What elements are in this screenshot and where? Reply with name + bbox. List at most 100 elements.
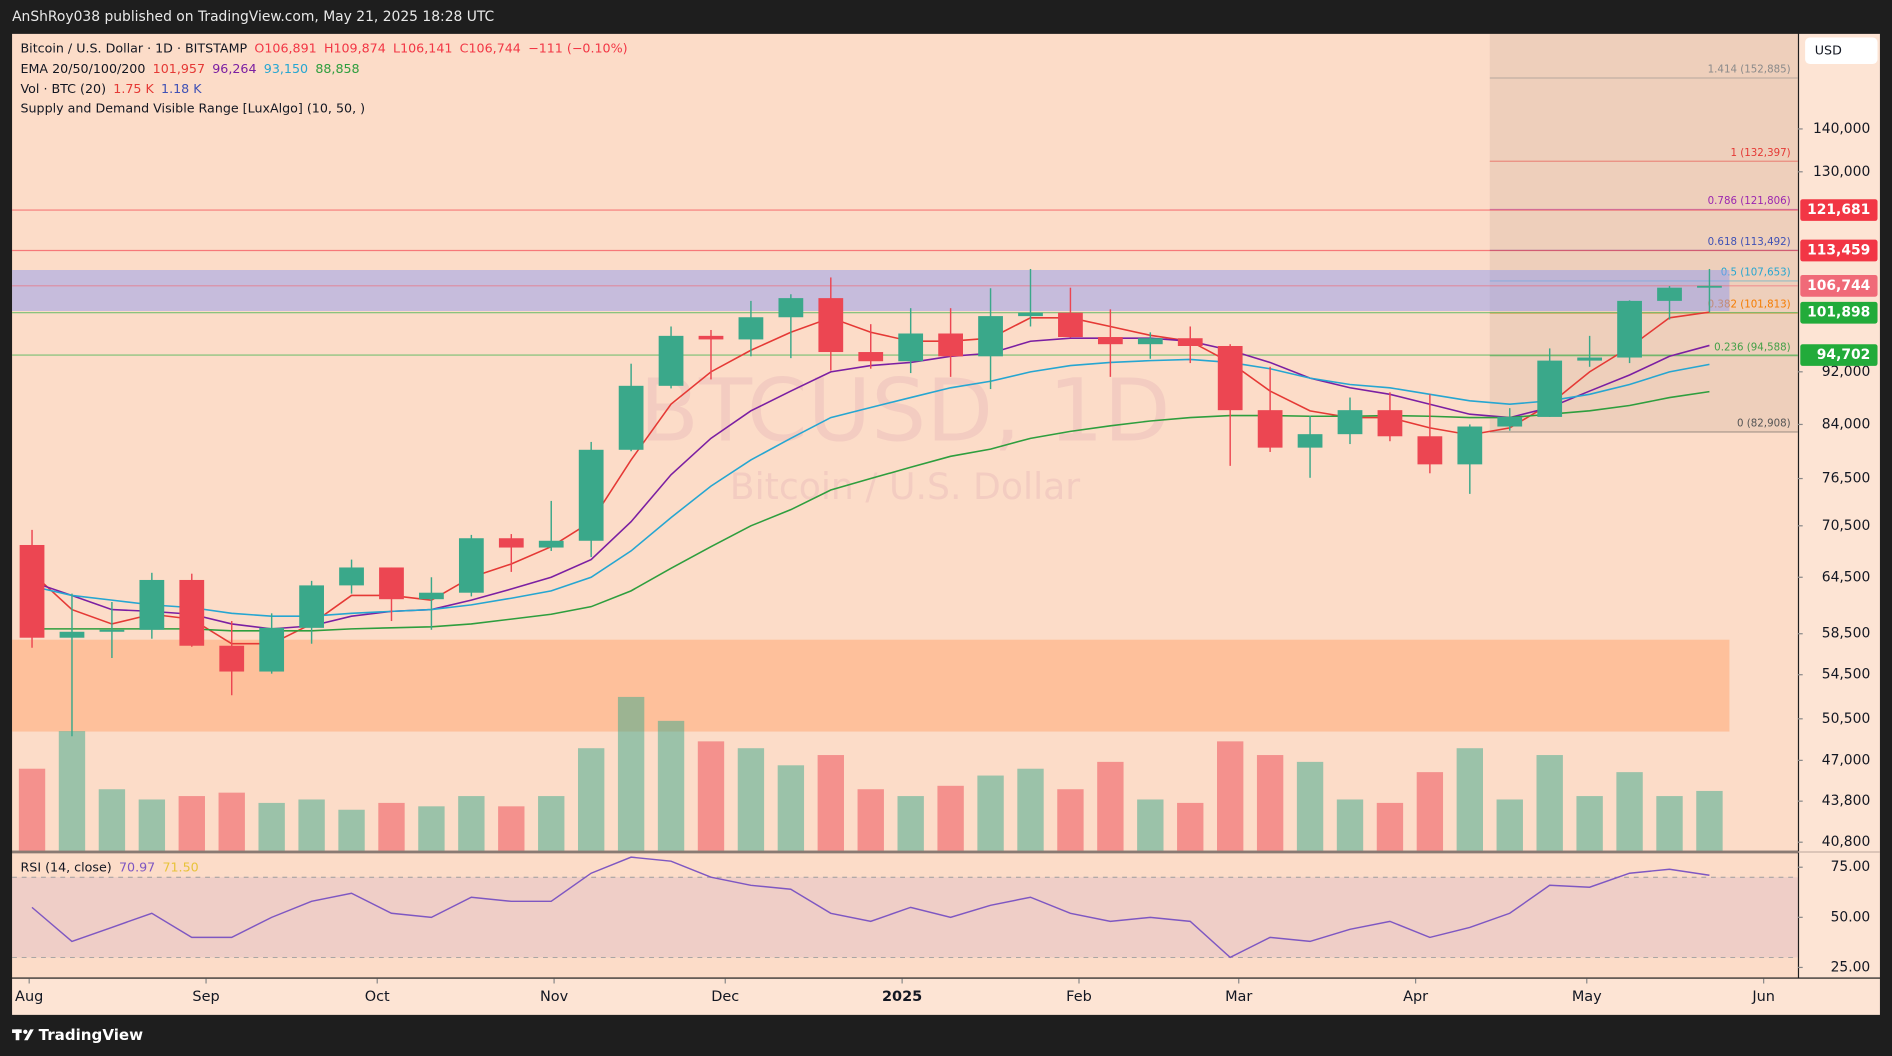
- volume-bar: [737, 748, 765, 851]
- rsi-band: [12, 877, 1798, 958]
- x-tick-label: Dec: [711, 989, 739, 1005]
- volume-bar: [777, 765, 805, 851]
- fib-label: 0.618 (113,492): [1708, 236, 1791, 248]
- candle-body: [59, 631, 85, 638]
- legend-item: −111 (−0.10%): [528, 40, 627, 55]
- zone: [12, 270, 1730, 311]
- candle-body: [1457, 426, 1483, 465]
- x-tick-label: Apr: [1403, 989, 1428, 1005]
- volume-bar: [577, 748, 605, 851]
- volume-bar: [218, 792, 245, 851]
- candle-body: [1337, 410, 1363, 435]
- volume-bar: [1416, 772, 1444, 851]
- candle-body: [618, 385, 644, 450]
- top-bar-text: AnShRoy038 published on TradingView.com,…: [12, 9, 494, 25]
- volume-bar: [1376, 802, 1404, 851]
- legend-item: L106,141: [393, 40, 452, 55]
- price-tag-label: 101,898: [1807, 305, 1870, 321]
- volume-bar: [1256, 755, 1284, 851]
- candle-body: [458, 538, 484, 593]
- candle-body: [1657, 287, 1682, 301]
- y-tick-label: 54,500: [1822, 667, 1871, 683]
- volume-bar: [338, 809, 365, 851]
- y-tick-label: 47,000: [1822, 752, 1871, 768]
- fib-label: 0 (82,908): [1737, 418, 1791, 430]
- candle-body: [1137, 338, 1163, 345]
- fib-label: 0.786 (121,806): [1708, 195, 1791, 207]
- candle-body: [1617, 300, 1642, 358]
- volume-bar: [1217, 741, 1244, 851]
- currency-button-label[interactable]: USD: [1815, 42, 1842, 57]
- volume-bar: [1017, 768, 1044, 851]
- currency-button[interactable]: [1805, 37, 1878, 65]
- fib-label: 0.236 (94,588): [1714, 341, 1790, 353]
- volume-bar: [937, 785, 964, 851]
- volume-bar: [98, 789, 126, 851]
- candle-body: [19, 544, 45, 638]
- candle-body: [698, 335, 724, 340]
- legend-item: 1.75 K: [113, 80, 154, 95]
- price-axis: [1799, 33, 1880, 978]
- candle-body: [1377, 410, 1403, 437]
- legend-item: 88,858: [315, 60, 359, 75]
- price-tag: [1800, 344, 1878, 366]
- x-tick-label: Sep: [192, 989, 219, 1005]
- candle-body: [139, 579, 165, 630]
- y-tick-label: 140,000: [1813, 121, 1870, 137]
- price-tag: [1800, 301, 1878, 324]
- candle-body: [1697, 285, 1722, 288]
- volume-bar: [1296, 761, 1324, 851]
- volume-bar: [538, 796, 565, 851]
- volume-bar: [1137, 799, 1164, 851]
- legend-item: Vol · BTC (20): [21, 80, 107, 95]
- volume-bar: [378, 802, 405, 851]
- volume-bar: [18, 768, 46, 851]
- footer-logo: TradingView: [39, 1026, 144, 1044]
- x-tick-label: May: [1572, 989, 1602, 1005]
- candle-body: [898, 333, 924, 362]
- price-tag-label: 113,459: [1807, 243, 1870, 259]
- watermark: BTCUSD, 1D: [639, 360, 1170, 461]
- x-tick-label: Aug: [15, 989, 43, 1005]
- volume-bar: [817, 755, 844, 851]
- rsi-y-tick-label: 50.00: [1831, 909, 1871, 925]
- volume-bar: [1336, 799, 1364, 851]
- zone: [12, 639, 1730, 732]
- x-tick-label: Mar: [1225, 989, 1252, 1005]
- legend-line: EMA 20/50/100/200 101,957 96,264 93,150 88,8…: [21, 60, 360, 75]
- price-tag: [1800, 199, 1878, 221]
- legend-item: Supply and Demand Visible Range [LuxAlgo…: [21, 100, 366, 115]
- candle-body: [339, 567, 364, 586]
- candle-body: [99, 629, 125, 632]
- candle-body: [1058, 312, 1083, 338]
- volume-bar: [617, 696, 645, 851]
- watermark: Bitcoin / U.S. Dollar: [730, 465, 1081, 508]
- legend-item: C106,744: [460, 40, 521, 55]
- candle-body: [1417, 436, 1443, 465]
- candle-body: [778, 298, 804, 318]
- candle-body: [419, 592, 444, 600]
- candle-body: [379, 567, 404, 600]
- candle-body: [578, 449, 604, 541]
- time-axis: [12, 978, 1880, 1015]
- x-tick-label: 2025: [882, 989, 922, 1005]
- volume-bar: [298, 799, 325, 851]
- candle-body: [1297, 434, 1323, 448]
- candle-body: [219, 645, 245, 672]
- x-tick-label: Nov: [540, 989, 569, 1005]
- candle-body: [259, 627, 285, 672]
- footer-logo-icon: [12, 1029, 34, 1041]
- volume-bar: [258, 802, 285, 851]
- y-tick-label: 43,800: [1822, 793, 1871, 809]
- y-tick-label: 76,500: [1822, 471, 1871, 487]
- legend-line: Bitcoin / U.S. Dollar · 1D · BITSTAMP O10…: [21, 40, 628, 55]
- volume-bar: [1616, 772, 1643, 851]
- legend-item: 1.18 K: [161, 80, 202, 95]
- y-tick-label: 40,800: [1822, 834, 1871, 850]
- x-tick-label: Jun: [1751, 989, 1775, 1005]
- legend-line: RSI (14, close) 70.97 71.50: [21, 859, 199, 874]
- y-tick-label: 50,500: [1822, 711, 1871, 727]
- legend-line: Supply and Demand Visible Range [LuxAlgo…: [21, 100, 366, 115]
- volume-bar: [1576, 796, 1603, 851]
